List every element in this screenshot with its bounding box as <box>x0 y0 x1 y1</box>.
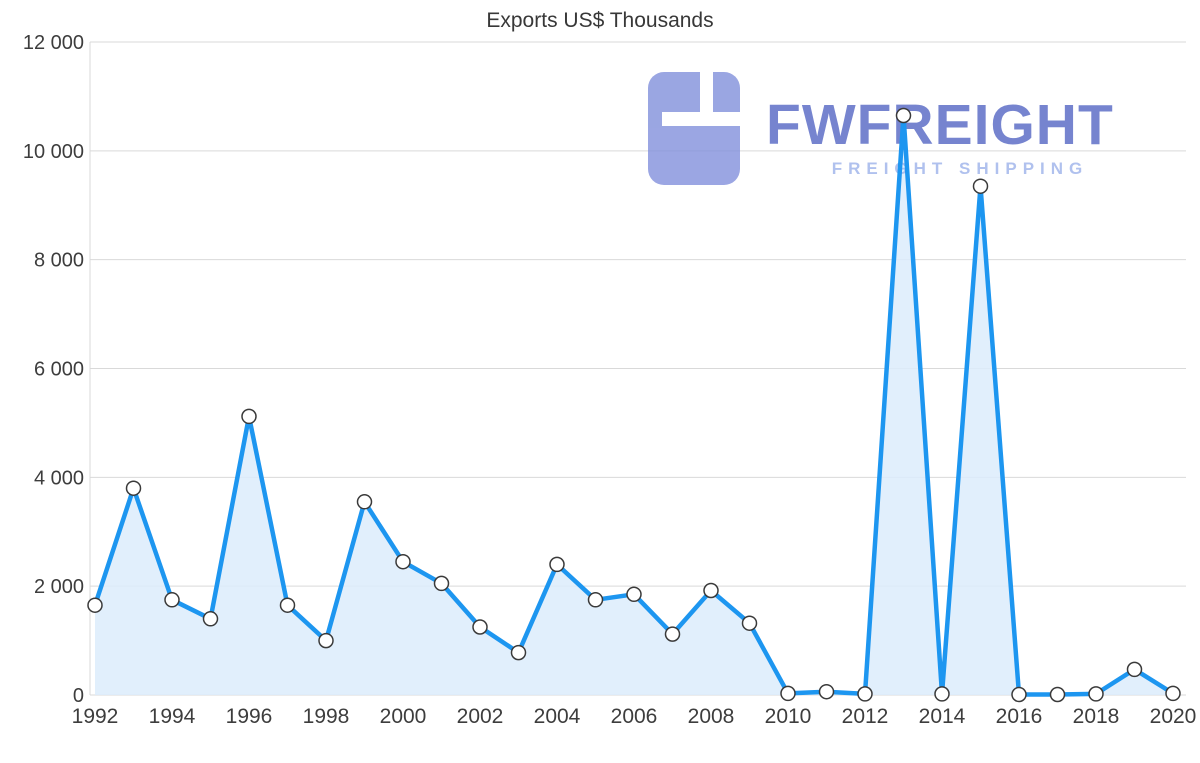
data-point-marker <box>125 480 142 496</box>
data-point-marker <box>549 556 565 573</box>
data-point-marker <box>202 611 219 627</box>
data-point-marker <box>818 683 835 700</box>
x-axis-label: 2014 <box>919 705 966 728</box>
x-axis-label: 2016 <box>996 705 1043 728</box>
data-point-marker <box>895 107 912 124</box>
x-axis-label: 2000 <box>380 705 427 728</box>
data-point-marker <box>164 592 180 608</box>
data-point-marker <box>1126 661 1143 678</box>
logo-block <box>648 72 740 185</box>
data-point-marker <box>664 626 681 642</box>
data-point-marker <box>356 494 373 510</box>
x-axis-label: 1998 <box>303 705 350 728</box>
brand-name: FWFREIGHT <box>766 93 1114 157</box>
data-point-marker <box>741 615 758 631</box>
data-point-marker <box>1049 686 1066 703</box>
data-point-marker <box>279 597 296 613</box>
data-point-marker <box>626 586 642 603</box>
x-axis-label: 2006 <box>611 705 658 728</box>
x-axis-label: 2012 <box>842 705 889 728</box>
x-axis-label: 2010 <box>765 705 812 728</box>
x-axis-label: 1996 <box>226 705 273 728</box>
data-point-marker <box>87 597 103 613</box>
y-axis-label: 6 000 <box>34 359 84 381</box>
data-point-marker <box>934 686 950 702</box>
area-fill <box>95 115 1173 695</box>
data-point-marker <box>472 619 488 635</box>
x-axis-label: 2002 <box>457 705 504 728</box>
brand-tagline: FREIGHT SHIPPING <box>832 159 1089 178</box>
y-axis-label: 10 000 <box>23 141 84 163</box>
data-point-marker <box>587 592 604 608</box>
chart-data-layer: 0 2 000 4 000 6 000 8 000 10 000 12 000 1992 199… <box>23 32 1197 728</box>
y-axis-label: 2 000 <box>34 576 84 598</box>
data-point-marker <box>1088 686 1104 702</box>
data-point-marker <box>1011 686 1027 703</box>
data-point-marker <box>780 685 796 702</box>
data-point-marker <box>857 686 873 702</box>
x-axis-label: 2004 <box>534 705 581 728</box>
logo-cut-vertical <box>700 70 713 126</box>
x-axis-label: 2008 <box>688 705 735 728</box>
y-axis-label: 12 000 <box>23 32 84 54</box>
chart-title: Exports US$ Thousands <box>486 9 714 32</box>
y-axis-label: 8 000 <box>34 250 84 272</box>
x-axis-label: 2018 <box>1073 705 1120 728</box>
watermark: FWFREIGHT FREIGHT SHIPPING <box>648 70 1114 185</box>
x-axis-label: 1994 <box>149 705 196 728</box>
data-point-marker <box>433 575 450 592</box>
data-point-marker <box>318 632 334 649</box>
data-point-marker <box>395 553 411 570</box>
chart-background-layer <box>89 41 1186 696</box>
data-point-marker <box>972 178 989 194</box>
x-axis-label: 1992 <box>72 705 119 728</box>
x-axis-label: 2020 <box>1150 705 1197 728</box>
data-point-marker <box>510 644 527 661</box>
y-axis-label: 0 <box>73 685 84 707</box>
data-point-marker <box>241 408 257 425</box>
data-point-marker <box>703 582 719 599</box>
data-point-marker <box>1165 685 1181 702</box>
brand-logo-icon <box>648 70 760 185</box>
y-axis-label: 4 000 <box>34 467 84 489</box>
